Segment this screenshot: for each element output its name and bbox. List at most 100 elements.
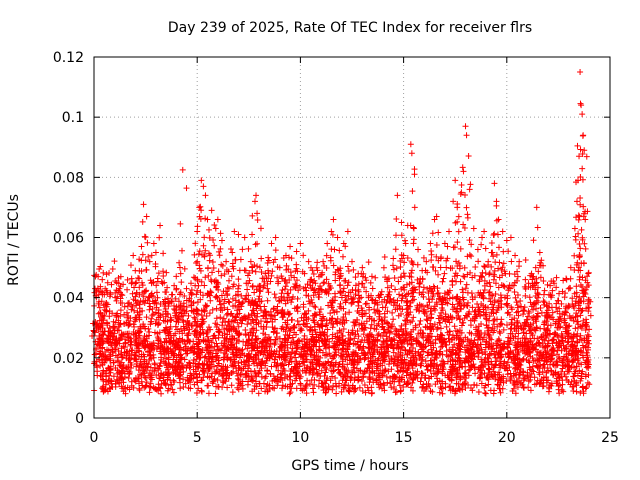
data-point	[487, 387, 494, 394]
data-point	[238, 347, 245, 354]
data-point	[392, 389, 399, 396]
data-point	[453, 308, 460, 315]
data-point	[465, 381, 472, 388]
data-point	[301, 348, 308, 355]
data-point	[388, 355, 395, 362]
data-point	[572, 325, 579, 332]
data-point	[152, 249, 159, 256]
data-point	[535, 291, 542, 298]
data-point	[188, 280, 195, 287]
data-point	[272, 247, 279, 254]
data-point	[217, 301, 224, 308]
data-point	[139, 251, 146, 258]
data-point	[322, 287, 329, 294]
data-point	[433, 299, 440, 306]
data-point	[410, 345, 417, 352]
data-point	[191, 381, 198, 388]
data-point	[462, 385, 469, 392]
data-point	[485, 258, 492, 265]
data-point	[472, 307, 479, 314]
data-point	[310, 271, 317, 278]
data-point	[553, 339, 560, 346]
data-point	[324, 326, 331, 333]
data-point	[129, 347, 136, 354]
data-point	[235, 231, 242, 238]
data-point	[478, 380, 485, 387]
data-point	[408, 267, 415, 274]
data-point	[573, 283, 580, 290]
data-point	[522, 256, 529, 263]
data-point	[334, 234, 341, 241]
data-point	[352, 274, 359, 281]
data-point	[429, 230, 436, 237]
data-point	[327, 377, 334, 384]
data-point	[156, 319, 163, 326]
data-point	[124, 300, 131, 307]
data-point	[288, 255, 295, 262]
data-point	[494, 231, 501, 238]
data-point	[530, 306, 537, 313]
data-point	[586, 326, 593, 333]
data-point	[146, 383, 153, 390]
data-point	[177, 220, 184, 227]
data-point	[124, 276, 131, 283]
data-point	[172, 295, 179, 302]
data-point	[236, 354, 243, 361]
data-point	[422, 374, 429, 381]
data-point	[369, 375, 376, 382]
data-point	[491, 230, 498, 237]
data-point	[129, 290, 136, 297]
data-point	[289, 345, 296, 352]
data-point	[416, 321, 423, 328]
data-point	[267, 315, 274, 322]
data-point	[178, 279, 185, 286]
data-point	[301, 332, 308, 339]
data-point	[120, 379, 127, 386]
data-point	[445, 335, 452, 342]
data-point	[485, 381, 492, 388]
data-point	[317, 282, 324, 289]
data-point	[491, 267, 498, 274]
data-point	[566, 322, 573, 329]
data-point	[461, 264, 468, 271]
data-point	[206, 310, 213, 317]
data-point	[357, 367, 364, 374]
data-point	[527, 299, 534, 306]
data-point	[378, 288, 385, 295]
data-point	[251, 198, 258, 205]
data-point	[182, 380, 189, 387]
data-point	[177, 385, 184, 392]
data-point	[205, 272, 212, 279]
data-point	[140, 201, 147, 208]
data-point	[216, 252, 223, 259]
data-point	[574, 338, 581, 345]
data-point	[131, 323, 138, 330]
data-point	[274, 360, 281, 367]
data-point	[547, 357, 554, 364]
data-point	[131, 318, 138, 325]
data-point	[194, 363, 201, 370]
data-point	[157, 222, 164, 229]
data-point	[451, 323, 458, 330]
data-point	[452, 177, 459, 184]
data-point	[337, 371, 344, 378]
data-point	[212, 225, 219, 232]
data-point	[112, 365, 119, 372]
data-point	[461, 192, 468, 199]
data-point	[235, 282, 242, 289]
chart-title: Day 239 of 2025, Rate Of TEC Index for r…	[168, 20, 532, 36]
data-point	[128, 382, 135, 389]
data-point	[406, 362, 413, 369]
data-point	[256, 293, 263, 300]
data-point	[233, 370, 240, 377]
data-point	[358, 378, 365, 385]
data-point	[420, 348, 427, 355]
data-point	[540, 298, 547, 305]
data-point	[128, 280, 135, 287]
data-point	[577, 312, 584, 319]
data-point	[459, 164, 466, 171]
data-point	[111, 258, 118, 265]
data-point	[464, 302, 471, 309]
data-point	[197, 289, 204, 296]
data-point	[394, 368, 401, 375]
